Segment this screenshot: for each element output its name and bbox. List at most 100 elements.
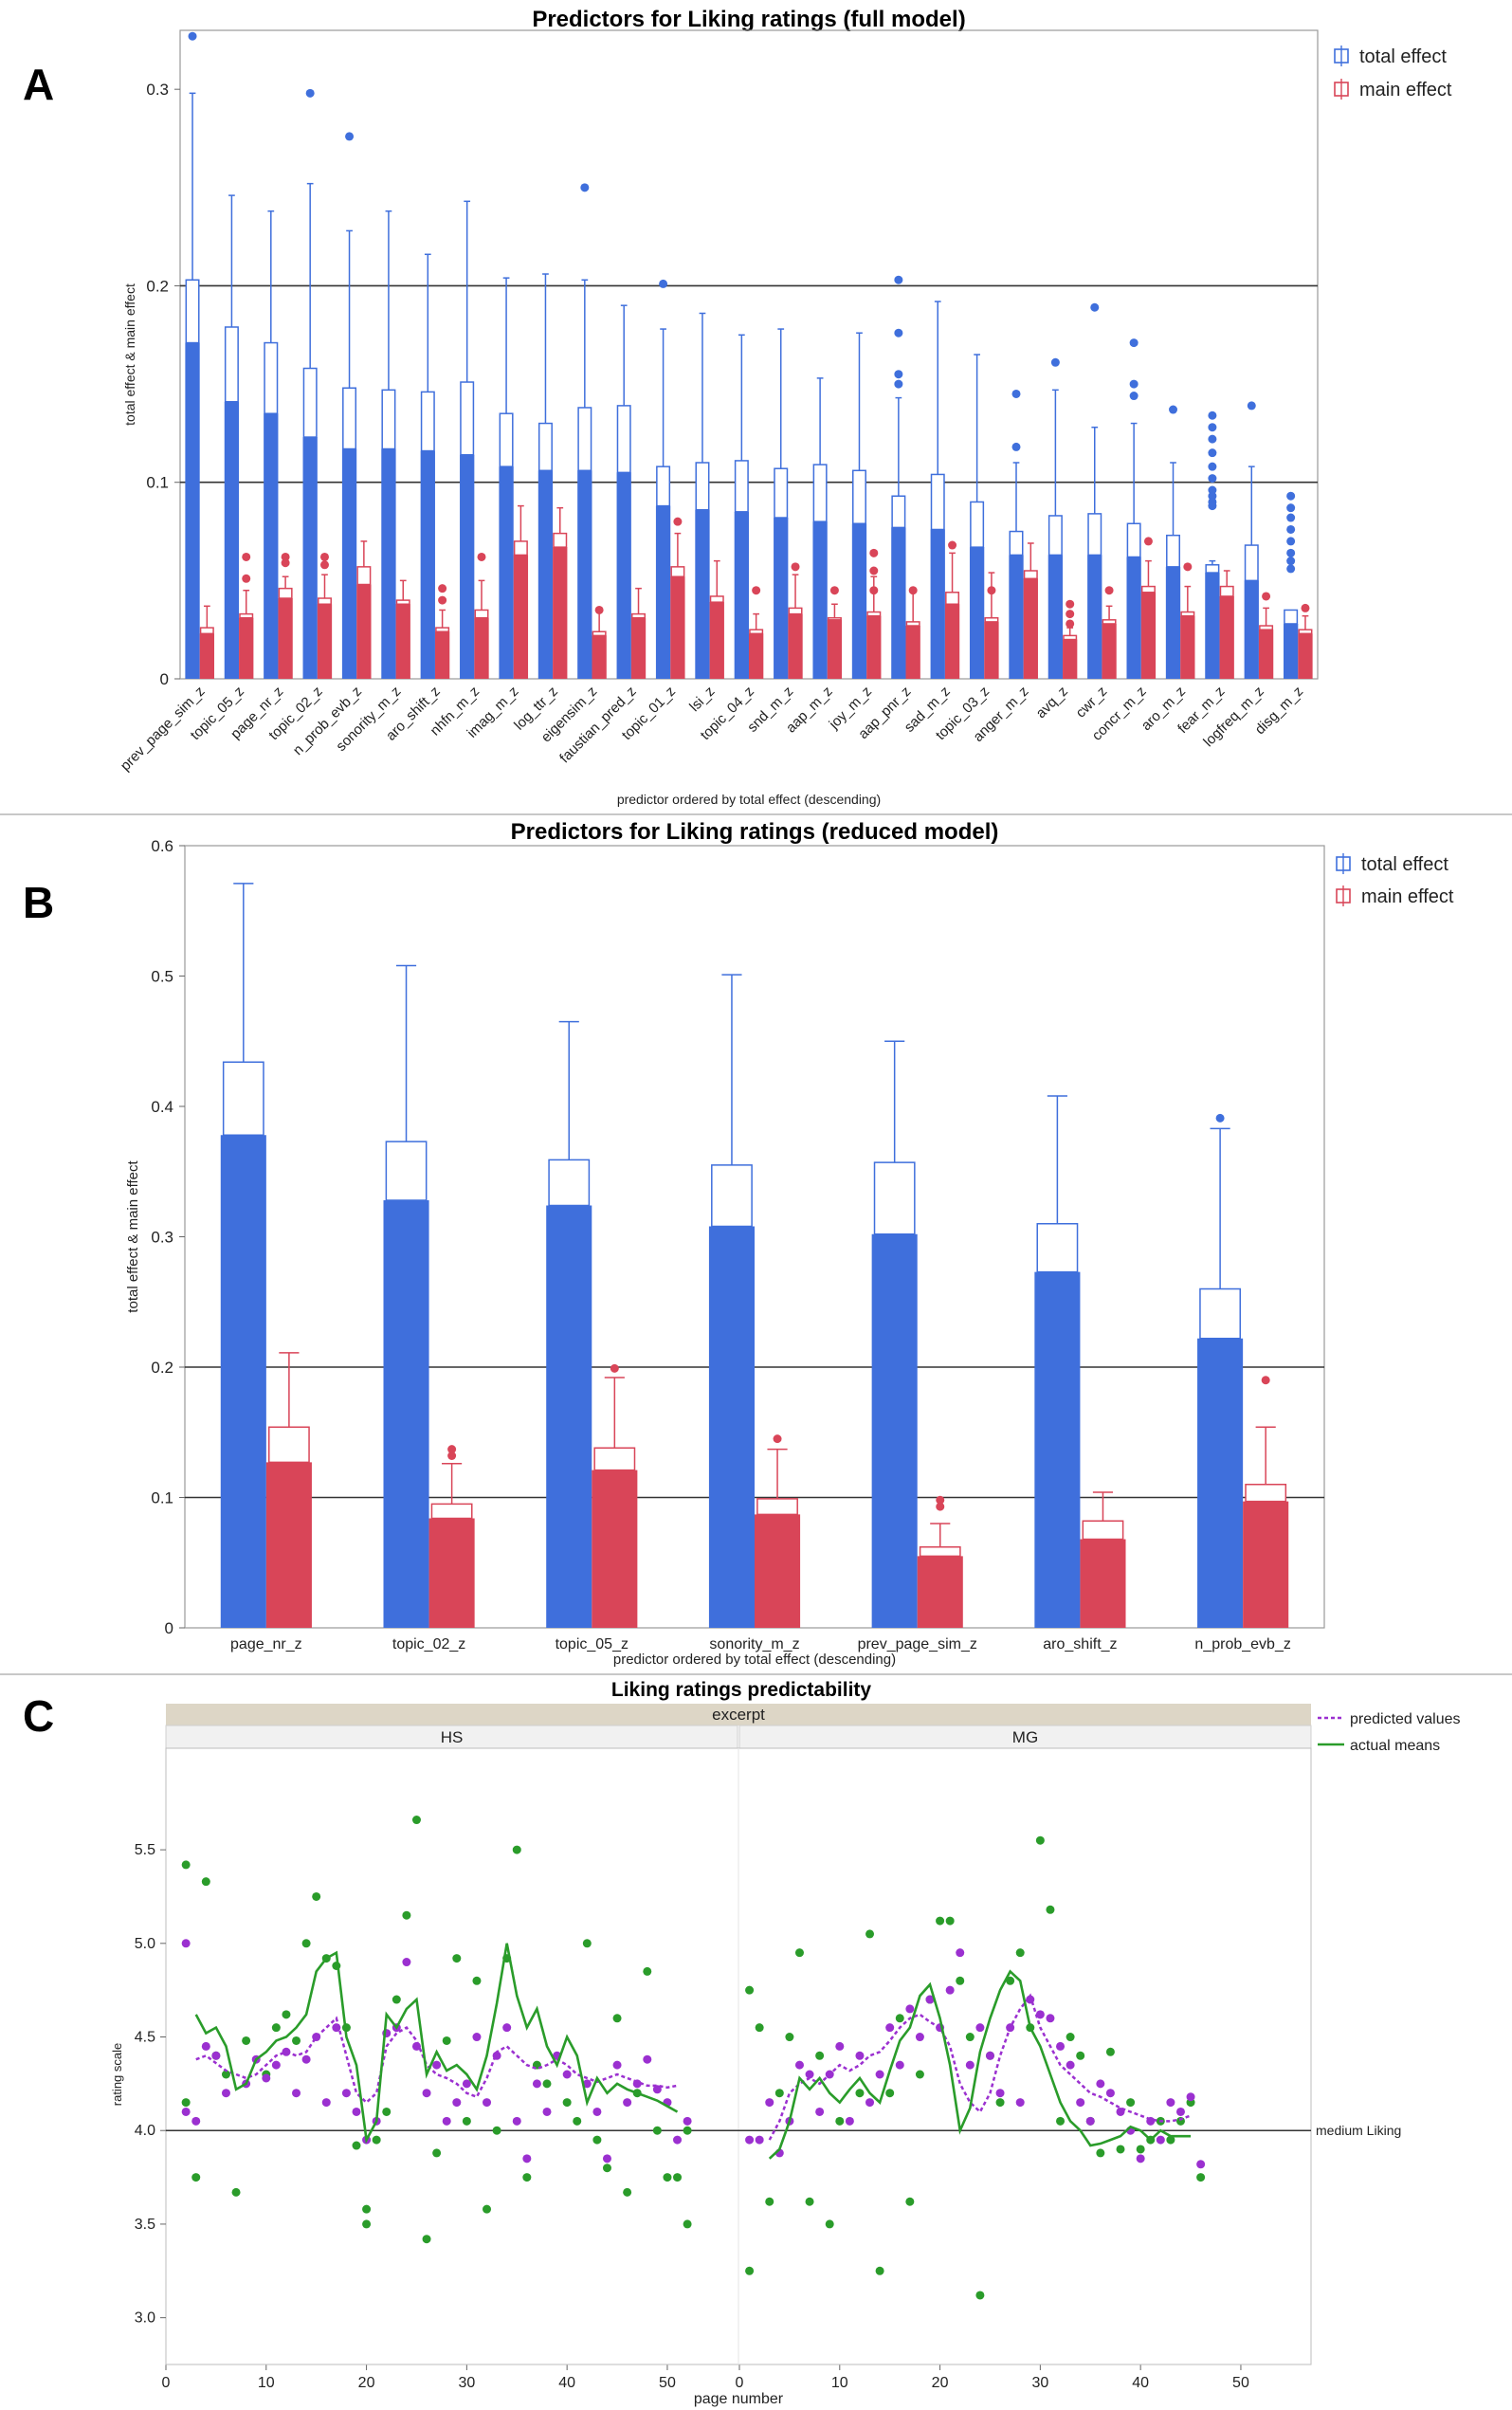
x-tick-label: sonority_m_z bbox=[709, 1636, 799, 1652]
main-effect-bar bbox=[1102, 623, 1117, 679]
total-effect-outlier bbox=[1208, 462, 1217, 471]
total-effect-box bbox=[224, 326, 239, 403]
total-effect-box bbox=[930, 473, 945, 531]
total-effect-outlier bbox=[1090, 302, 1100, 312]
actual-point bbox=[815, 2051, 825, 2060]
total-effect-box bbox=[970, 501, 985, 548]
facet-strip bbox=[738, 1725, 1312, 1749]
legend-label: total effect bbox=[1359, 46, 1447, 67]
predicted-point bbox=[765, 2098, 774, 2108]
total-effect-outlier bbox=[894, 275, 903, 284]
actual-point bbox=[282, 2010, 291, 2019]
x-tick-label: 30 bbox=[458, 2375, 475, 2391]
predicted-point bbox=[875, 2070, 884, 2079]
actual-point bbox=[885, 2089, 895, 2098]
actual-point bbox=[612, 2014, 622, 2023]
total-effect-bar bbox=[341, 448, 357, 679]
main-effect-box bbox=[317, 597, 332, 605]
main-effect-box bbox=[430, 1503, 473, 1520]
total-effect-bar bbox=[851, 523, 867, 679]
actual-point bbox=[683, 2126, 692, 2135]
predicted-point bbox=[975, 2023, 985, 2033]
total-effect-bar bbox=[220, 1135, 266, 1628]
actual-point bbox=[602, 2164, 611, 2173]
main-effect-bar bbox=[1023, 578, 1038, 679]
total-effect-box bbox=[222, 1061, 264, 1136]
x-tick-label: prev_page_sim_z bbox=[858, 1636, 977, 1652]
predicted-point bbox=[895, 2060, 904, 2070]
main-effect-bar bbox=[984, 621, 999, 679]
facet-label: HS bbox=[441, 1728, 464, 1746]
main-effect-box bbox=[1219, 585, 1234, 597]
predicted-point bbox=[995, 2089, 1005, 2098]
actual-point bbox=[895, 2014, 904, 2023]
predicted-point bbox=[1076, 2098, 1085, 2108]
actual-point bbox=[362, 2204, 372, 2214]
main-effect-bar bbox=[239, 617, 254, 679]
actual-point bbox=[221, 2070, 230, 2079]
main-effect-bar bbox=[1080, 1539, 1126, 1628]
predicted-point bbox=[623, 2098, 632, 2108]
predicted-point bbox=[462, 2079, 471, 2089]
total-effect-box bbox=[1284, 609, 1299, 625]
legend-label: main effect bbox=[1359, 80, 1452, 100]
main-effect-outlier bbox=[610, 1363, 619, 1373]
total-effect-bar bbox=[774, 518, 789, 679]
total-effect-box bbox=[1166, 534, 1181, 568]
total-effect-bar bbox=[1244, 580, 1259, 679]
predicted-point bbox=[915, 2033, 924, 2042]
y-tick-label: 0 bbox=[160, 670, 169, 688]
total-effect-box bbox=[548, 1159, 591, 1207]
main-effect-box bbox=[1298, 629, 1313, 635]
x-axis-label: predictor ordered by total effect (desce… bbox=[613, 1652, 896, 1668]
total-effect-box bbox=[695, 462, 710, 511]
main-effect-box bbox=[592, 630, 607, 637]
total-effect-outlier bbox=[1129, 379, 1139, 389]
actual-point bbox=[483, 2204, 492, 2214]
total-effect-outlier bbox=[1208, 448, 1217, 458]
total-effect-outlier bbox=[894, 379, 903, 389]
panel-label-b: B bbox=[23, 878, 55, 927]
facet-label: MG bbox=[1012, 1728, 1038, 1746]
total-effect-outlier bbox=[659, 279, 668, 288]
main-effect-bar bbox=[917, 1556, 963, 1628]
main-effect-bar bbox=[199, 633, 214, 679]
total-effect-box bbox=[711, 1164, 753, 1228]
predicted-point bbox=[1186, 2092, 1195, 2102]
main-effect-bar bbox=[395, 604, 410, 679]
actual-point bbox=[512, 1845, 521, 1854]
actual-point bbox=[745, 2266, 755, 2275]
total-effect-box bbox=[891, 495, 906, 529]
x-tick-label: topic_02_z bbox=[392, 1636, 465, 1652]
total-effect-box bbox=[537, 422, 553, 472]
actual-point bbox=[1196, 2173, 1206, 2182]
predicted-point bbox=[1156, 2135, 1165, 2145]
main-effect-box bbox=[1023, 570, 1038, 580]
total-effect-outlier bbox=[580, 183, 590, 192]
predicted-point bbox=[865, 2098, 875, 2108]
actual-point bbox=[623, 2187, 632, 2197]
main-effect-box bbox=[827, 616, 842, 621]
x-tick-label: 40 bbox=[558, 2375, 575, 2391]
predicted-point bbox=[643, 2054, 652, 2064]
predicted-point bbox=[301, 2054, 311, 2064]
actual-point bbox=[765, 2197, 774, 2206]
predicted-point bbox=[1105, 2089, 1115, 2098]
main-effect-outlier bbox=[594, 605, 604, 614]
total-effect-bar bbox=[577, 470, 592, 679]
actual-point bbox=[392, 1995, 401, 2004]
actual-point bbox=[271, 2023, 281, 2033]
x-tick-label: topic_05_z bbox=[556, 1636, 628, 1652]
predicted-point bbox=[532, 2079, 541, 2089]
total-effect-outlier bbox=[1208, 434, 1217, 444]
x-axis-label: predictor ordered by total effect (desce… bbox=[617, 792, 881, 807]
y-axis-label: total effect & main effect bbox=[122, 283, 137, 426]
total-effect-box bbox=[1036, 1223, 1079, 1273]
actual-point bbox=[805, 2197, 814, 2206]
y-tick-label: 0.5 bbox=[151, 968, 173, 986]
actual-point bbox=[292, 2036, 301, 2045]
main-effect-outlier bbox=[869, 586, 879, 595]
actual-point bbox=[1046, 1905, 1055, 1914]
total-effect-bar bbox=[655, 505, 671, 679]
actual-point bbox=[1116, 2145, 1125, 2154]
